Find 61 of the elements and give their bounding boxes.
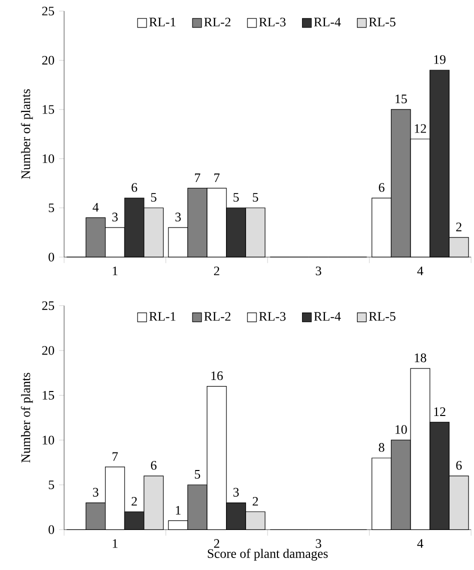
- y-tick-label: 10: [42, 436, 54, 444]
- data-label: 3: [93, 488, 98, 497]
- legend-label: RL-4: [314, 312, 341, 321]
- y-tick-label: 5: [48, 204, 54, 212]
- legend-label: RL-3: [259, 312, 286, 321]
- y-tick-label: 10: [42, 154, 54, 164]
- y-tick-label: 25: [42, 6, 54, 16]
- legend-label: RL-1: [149, 18, 176, 26]
- data-label: 7: [214, 174, 220, 182]
- data-label: 7: [112, 452, 118, 461]
- data-label: 8: [378, 443, 384, 452]
- x-tick-label: 3: [316, 266, 322, 276]
- y-axis-title: Number of plants: [20, 89, 33, 180]
- data-label: 15: [396, 94, 407, 104]
- legend-label: RL-3: [259, 18, 286, 26]
- data-label: 12: [414, 124, 426, 133]
- data-label: 5: [234, 193, 239, 202]
- data-label: 6: [150, 461, 156, 470]
- y-tick-label: 20: [42, 56, 54, 65]
- data-label: 3: [233, 488, 239, 497]
- y-tick-label: 20: [42, 346, 54, 355]
- y-tick-label: 0: [48, 252, 54, 262]
- data-label: 5: [252, 193, 258, 202]
- y-tick-label: 0: [48, 525, 54, 534]
- x-tick-label: 2: [214, 539, 220, 548]
- legend-label: RL-1: [149, 312, 176, 321]
- data-label: 2: [252, 496, 258, 506]
- data-label: 6: [378, 183, 384, 192]
- x-tick-label: 4: [417, 539, 424, 548]
- x-tick-label: 1: [112, 266, 118, 276]
- data-label: 7: [195, 174, 200, 182]
- data-label: 18: [414, 353, 426, 362]
- y-tick-label: 15: [42, 390, 54, 400]
- data-label: 3: [175, 212, 181, 222]
- y-tick-label: 25: [42, 301, 54, 310]
- legend-label: RL-2: [204, 18, 230, 26]
- x-axis-title: Score of plant damages: [208, 548, 328, 561]
- data-label: 19: [434, 55, 446, 64]
- data-label: 10: [396, 425, 407, 434]
- x-tick-label: 1: [112, 539, 118, 548]
- legend-label: RL-2: [204, 312, 230, 321]
- data-label: 12: [434, 407, 446, 416]
- y-axis-title: Number of plants: [20, 372, 33, 463]
- data-label: 4: [92, 202, 99, 212]
- data-label: 2: [456, 222, 462, 232]
- x-tick-label: 2: [214, 266, 220, 276]
- data-label: 2: [132, 496, 137, 506]
- y-tick-label: 5: [48, 480, 54, 490]
- data-label: 6: [456, 461, 462, 470]
- data-label: 5: [194, 470, 200, 479]
- legend-label: RL-5: [368, 18, 396, 26]
- x-tick-label: 4: [417, 266, 424, 276]
- data-label: 3: [112, 212, 118, 222]
- y-tick-label: 15: [42, 105, 54, 114]
- x-tick-label: 3: [316, 539, 322, 548]
- data-label: 16: [211, 371, 223, 380]
- data-label: 1: [176, 506, 181, 515]
- legend-label: RL-4: [314, 18, 341, 26]
- legend-label: RL-5: [368, 312, 396, 321]
- data-label: 5: [151, 193, 156, 202]
- data-label: 6: [132, 183, 138, 192]
